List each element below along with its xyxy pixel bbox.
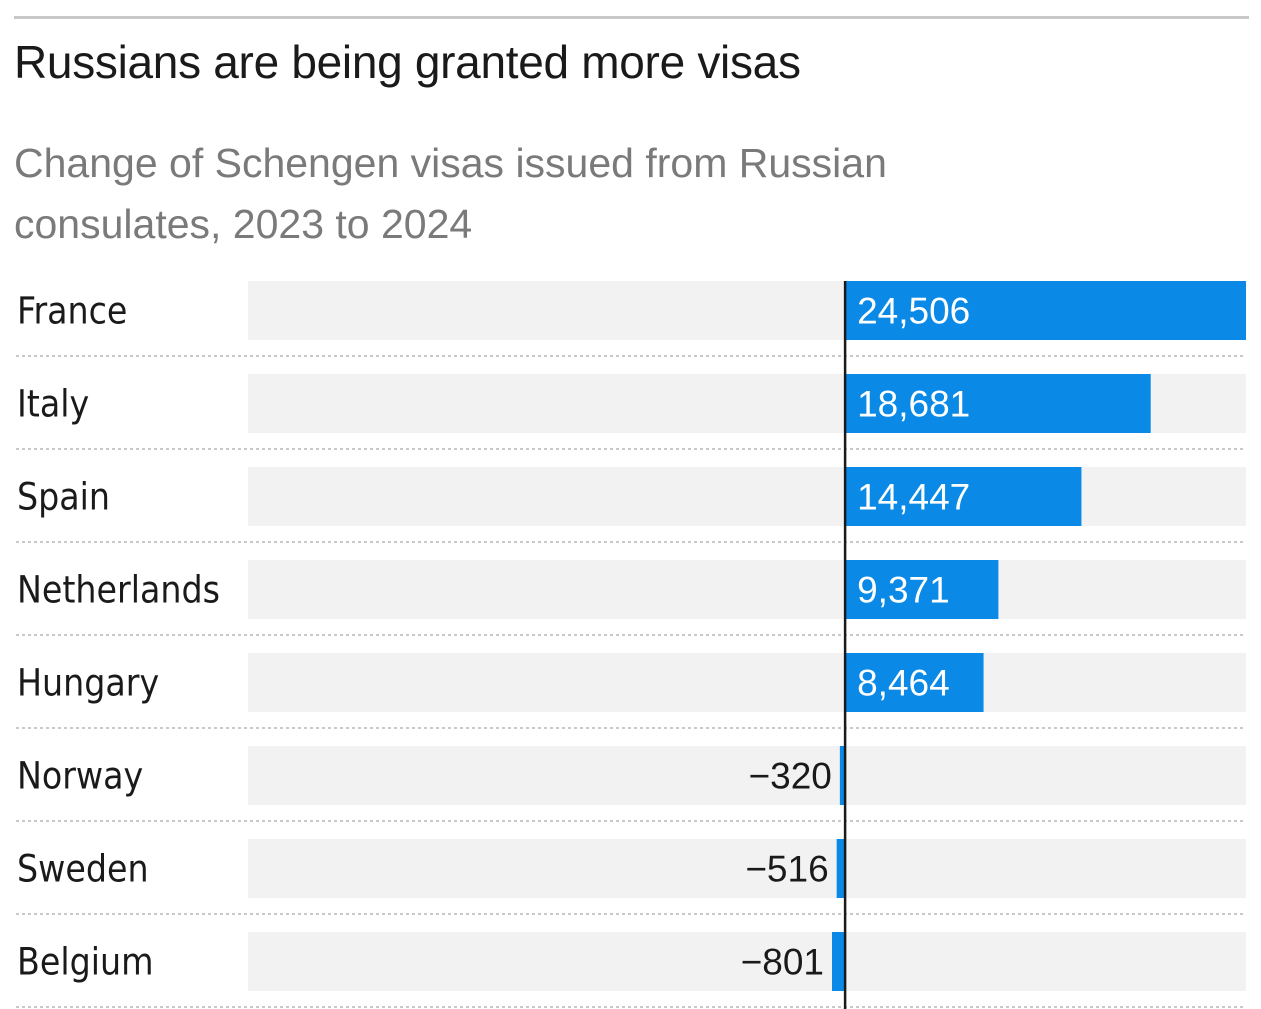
bar (845, 560, 999, 619)
data-label: −801 (741, 942, 824, 983)
bar (845, 374, 1151, 433)
data-label: 9,371 (857, 570, 950, 611)
category-label: Netherlands (17, 569, 220, 612)
bar (845, 281, 1246, 340)
data-label: 18,681 (857, 384, 970, 425)
category-label: Belgium (17, 941, 154, 984)
data-label: 14,447 (857, 477, 970, 518)
category-label: Hungary (17, 662, 159, 705)
data-label: −320 (749, 756, 832, 797)
chart-title: Russians are being granted more visas (14, 36, 801, 88)
bar (839, 746, 846, 805)
category-label: Norway (17, 755, 143, 798)
category-label: Spain (17, 476, 110, 519)
category-label: Italy (17, 383, 89, 426)
bar (845, 653, 984, 712)
top-rule (14, 16, 1249, 19)
category-label: France (17, 290, 127, 333)
data-label: 24,506 (857, 291, 970, 332)
bar-track (248, 839, 1246, 898)
bar (836, 839, 846, 898)
bar (832, 932, 846, 991)
category-label: Sweden (17, 848, 149, 891)
data-label: −516 (745, 849, 828, 890)
bar-track (248, 467, 1246, 526)
bar-track (248, 932, 1246, 991)
bar-track (248, 560, 1246, 619)
bar (845, 467, 1082, 526)
chart-subtitle: Change of Schengen visas issued from Rus… (14, 140, 887, 247)
bar-track (248, 746, 1246, 805)
bar-track (248, 653, 1246, 712)
data-label: 8,464 (857, 663, 950, 704)
